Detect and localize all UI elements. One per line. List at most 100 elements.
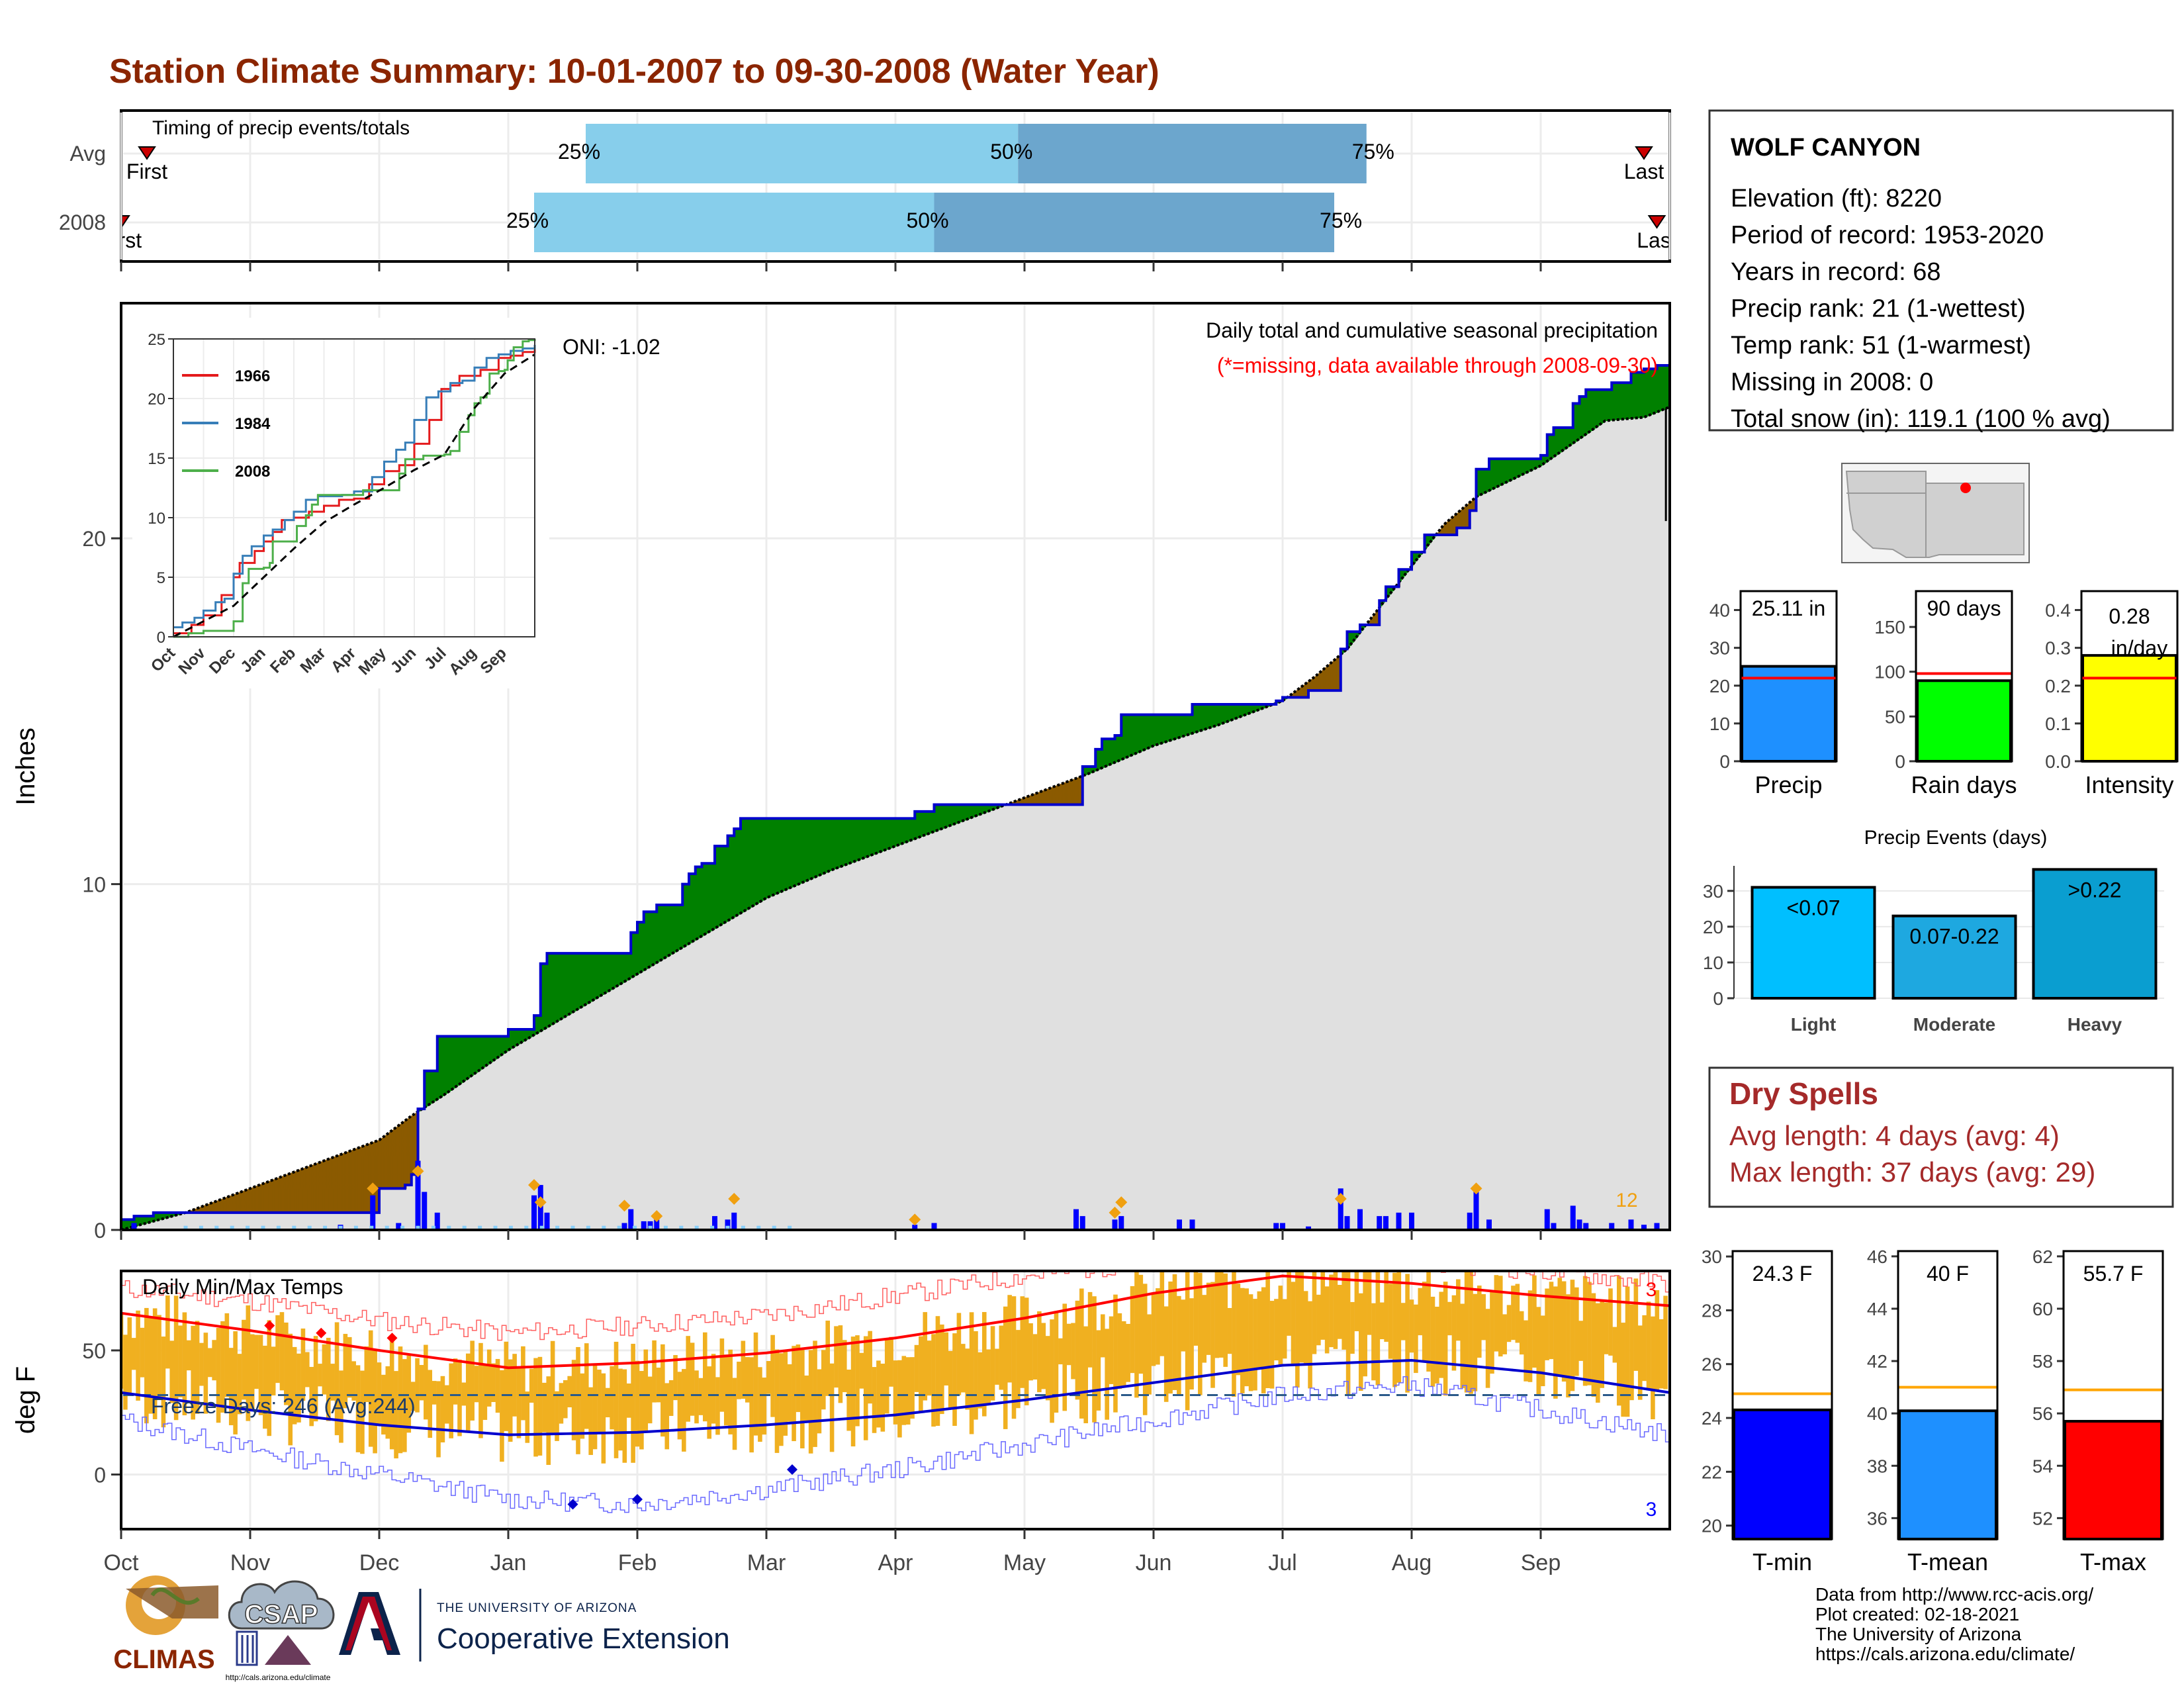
missing-note: (*=missing, data available through 2008-…: [1217, 353, 1658, 377]
daily-temp-bar: [969, 1312, 974, 1434]
climas-wordmark: CLIMAS: [113, 1645, 214, 1674]
daily-temp-bar: [758, 1367, 762, 1442]
daily-temp-bar: [981, 1312, 987, 1417]
temp-summary-value-label: 40 F: [1927, 1262, 1969, 1286]
station-name: WOLF CANYON: [1731, 134, 1921, 162]
temp-summary-bar: [2064, 1420, 2163, 1540]
daily-temp-bar: [682, 1369, 686, 1452]
daily-temp-bar: [1202, 1295, 1207, 1363]
daily-temp-bar: [584, 1343, 589, 1429]
summary-ytick-label: 0.4: [2045, 600, 2071, 621]
daily-temp-bar: [626, 1383, 631, 1418]
daily-temp-bar: [1193, 1272, 1199, 1346]
trace-precip-mark: [663, 1225, 668, 1229]
daily-temp-bar: [559, 1383, 564, 1424]
daily-temp-bar: [343, 1334, 348, 1409]
summary-category-label: Rain days: [1911, 771, 2017, 798]
daily-temp-bar: [605, 1387, 610, 1418]
daily-temp-bar: [749, 1357, 754, 1453]
university-of-arizona-logo: THE UNIVERSITY OF ARIZONA Cooperative Ex…: [339, 1589, 730, 1662]
summary-value-unit: in/day: [2111, 636, 2167, 660]
daily-temp-bar: [465, 1353, 471, 1432]
daily-temp-bar: [1430, 1296, 1435, 1387]
daily-temp-bar: [723, 1354, 729, 1426]
daily-temp-bar: [1388, 1284, 1393, 1359]
daily-temp-bar: [842, 1340, 847, 1393]
daily-temp-bar: [1519, 1311, 1524, 1355]
daily-temp-bar: [931, 1334, 936, 1427]
record-low-marker: [787, 1464, 797, 1475]
daily-temp-bar: [1045, 1336, 1050, 1401]
event-marker: [412, 1165, 424, 1178]
daily-temp-bar: [195, 1321, 200, 1414]
events-ytick-label: 30: [1703, 881, 1723, 902]
temp-summary-category-label: T-mean: [1907, 1548, 1988, 1575]
daily-temp-bar: [521, 1346, 525, 1421]
trace-precip-mark: [602, 1225, 606, 1229]
daily-temp-bar: [1511, 1286, 1516, 1340]
daily-temp-bar: [1138, 1274, 1144, 1374]
trace-precip-mark: [508, 1225, 513, 1229]
daily-temp-bar: [373, 1350, 377, 1454]
daily-precip-bar: [1641, 1225, 1647, 1229]
daily-temp-bar: [220, 1321, 225, 1413]
csap-logo: CSAP http://cals.arizona.edu/climate: [226, 1580, 335, 1682]
daily-temp-bar: [745, 1357, 750, 1403]
dry-spells-title: Dry Spells: [1729, 1076, 1878, 1111]
daily-temp-bar: [512, 1354, 517, 1417]
daily-temp-bar: [1435, 1306, 1439, 1383]
trace-precip-mark: [788, 1225, 792, 1229]
temp-lo-count: 3: [1646, 1499, 1657, 1521]
daily-temp-bar: [1566, 1294, 1570, 1398]
daily-temp-bar: [1206, 1282, 1211, 1355]
daily-temp-bar: [533, 1358, 538, 1457]
daily-temp-bar: [1549, 1282, 1554, 1360]
trace-precip-mark: [617, 1225, 621, 1229]
daily-temp-bar: [199, 1342, 204, 1386]
credit-line: https://cals.arizona.edu/climate/: [1815, 1644, 2075, 1664]
daily-temp-bar: [753, 1332, 758, 1436]
event-marker: [1109, 1206, 1121, 1219]
daily-temp-bar: [444, 1385, 449, 1424]
daily-temp-bar: [639, 1371, 644, 1450]
month-label: Jan: [490, 1550, 527, 1575]
daily-temp-bar: [428, 1370, 433, 1438]
trace-precip-mark: [261, 1225, 265, 1229]
daily-precip-bar: [731, 1212, 737, 1229]
daily-temp-bar: [1244, 1288, 1249, 1387]
daily-temp-bar: [1545, 1288, 1549, 1360]
inset-ytick-label: 15: [148, 450, 165, 468]
daily-temp-bar: [1312, 1272, 1317, 1354]
daily-temp-bar: [1257, 1291, 1262, 1370]
locator-map: [1841, 463, 2030, 563]
inset-ytick-label: 10: [148, 510, 165, 528]
daily-temp-bar: [576, 1346, 580, 1454]
record-low-marker: [632, 1494, 643, 1505]
summary-ytick-label: 0.2: [2045, 676, 2071, 696]
summary-ytick-label: 50: [1885, 706, 1905, 727]
summary-bar: [1741, 665, 1837, 763]
daily-temp-bar: [415, 1358, 420, 1413]
daily-precip-bar: [1628, 1219, 1634, 1229]
daily-temp-bar: [974, 1331, 978, 1420]
daily-temp-bar: [859, 1352, 864, 1389]
summary-frame: [2080, 590, 2179, 763]
daily-temp-bar: [813, 1340, 817, 1447]
timing-first-marker: [122, 215, 130, 227]
daily-temp-bar: [377, 1362, 382, 1426]
daily-temp-bar: [919, 1336, 923, 1411]
daily-temp-bar: [884, 1339, 889, 1414]
daily-temp-bar: [275, 1315, 280, 1383]
daily-temp-bar: [368, 1330, 373, 1447]
daily-temp-bar: [1616, 1276, 1621, 1406]
daily-precip-bar: [641, 1221, 647, 1229]
trace-precip-mark: [307, 1225, 312, 1229]
daily-temp-bar: [986, 1349, 991, 1405]
daily-temp-bar: [897, 1360, 902, 1438]
daily-temp-bar: [123, 1335, 128, 1410]
summary-ytick-label: 30: [1709, 638, 1730, 659]
daily-temp-bar: [453, 1358, 458, 1405]
daily-precip-bar: [931, 1223, 937, 1229]
daily-temp-bar: [1071, 1323, 1075, 1380]
daily-temp-bar: [1100, 1314, 1105, 1358]
